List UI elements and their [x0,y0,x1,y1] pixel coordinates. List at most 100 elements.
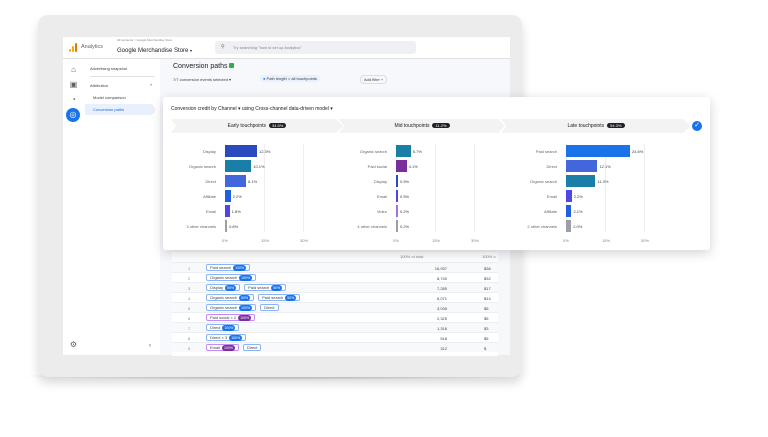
data-label: 2.2% [232,194,242,199]
bar[interactable] [225,145,257,157]
compare-icon[interactable] [229,63,235,68]
table-row[interactable]: 6 Paid social × 2 100% 2,325 $5 [172,312,498,322]
x-tick-label: 15% [261,238,270,243]
col-header-conversions[interactable]: 100% of total [400,254,424,259]
bar[interactable] [566,205,572,217]
table-row[interactable]: 2 Organic search 100% 8,740 $32 [172,272,498,282]
bar[interactable] [566,220,572,232]
bar[interactable] [396,160,407,172]
revenue-value: $ [484,346,487,351]
gridline [644,144,645,232]
row-number: 3 [188,286,191,291]
path-chip[interactable]: Direct [242,344,262,351]
advertising-icon[interactable]: ◎ [66,108,80,122]
home-icon[interactable]: ⌂ [71,65,76,74]
conversion-paths-table: 100% of total 100% o 1 Paid search 100% 16,… [172,252,498,356]
model-label: using Cross-channel data-driven model [241,106,329,112]
table-row[interactable]: 4 Organic search 50% Paid search 50% 6,071 $14 [172,292,498,302]
explore-icon[interactable]: ◔ [71,95,76,104]
data-label: 11.3% [597,179,609,184]
path-chip[interactable]: Paid social × 2 100% [206,314,256,321]
dimension-selector[interactable]: Conversion credit by Channel ▾ [171,106,241,112]
table-row[interactable]: 3 Display 50% Paid search 50% 7,285 $17 [172,282,498,292]
table-row[interactable]: 1 Paid search 100% 16,937 $36 [172,262,498,272]
add-filter-button[interactable]: Add filter + [360,75,388,84]
channel-name: Paid search [262,295,284,300]
analytics-logo-icon [69,43,78,52]
bar[interactable] [566,160,598,172]
x-tick-label: 30% [471,238,480,243]
property-selector[interactable]: Google Merchandise Store ▾ [117,47,192,55]
channel-name: Organic search [210,275,238,280]
path-chip[interactable]: Paid search 100% [206,264,251,271]
check-circle-icon[interactable]: ✓ [692,121,702,131]
bar[interactable] [225,205,230,217]
row-number: 1 [188,266,191,271]
path-chip[interactable]: Paid search 50% [244,284,287,291]
nav-conversion-paths[interactable]: Conversion paths [85,104,155,115]
channel-name: Email [210,345,221,350]
category-label: Display [373,179,387,184]
bar[interactable] [396,205,398,217]
x-tick-label: 0% [563,238,569,243]
nav-advertising-snapshot[interactable]: Advertising snapshot [90,66,128,71]
path-chip[interactable]: Display 50% [206,284,241,291]
path-chip[interactable]: Organic search 100% [206,304,257,311]
step-early-touchpoints[interactable]: Early touchpoints 34.5% [171,119,343,133]
bar[interactable] [225,160,252,172]
chevron-up-icon[interactable]: ˄ [150,82,153,87]
data-label: 8.1% [248,179,258,184]
bar[interactable] [566,145,630,157]
bar[interactable] [225,190,231,202]
events-filter[interactable]: 7/7 conversion events selected ▾ [173,77,232,82]
path-chip[interactable]: Direct 100% [206,324,240,331]
category-label: Paid search [535,149,557,154]
add-filter-label: Add filter [364,77,380,82]
table-row[interactable]: 7 Direct 100% 1,318 $3 [172,322,498,332]
path-filter-chip[interactable]: ● Path length = all touchpoints [260,75,320,82]
nav-model-comparison[interactable]: Model comparison [93,95,126,100]
model-selector[interactable]: using Cross-channel data-driven model ▾ [241,106,333,112]
settings-gear-icon[interactable]: ⚙ [69,340,78,349]
app-name: Analytics [81,44,104,50]
mid-badge: 11.2% [432,123,450,128]
path-chip[interactable]: Direct × 3 100% [206,334,247,341]
path-chip[interactable]: Paid search 50% [258,294,301,301]
table-row[interactable]: 8 Direct × 3 100% 518 $5 [172,332,498,342]
reports-icon[interactable]: ▣ [69,80,78,89]
bar[interactable] [396,190,398,202]
bar[interactable] [225,220,228,232]
bar[interactable] [396,220,398,232]
table-row[interactable]: 9 Email 100% Direct 312 $ [172,342,498,352]
path-chip[interactable]: Organic search 50% [206,294,255,301]
data-label: 0.8% [229,224,239,229]
bar[interactable] [566,175,596,187]
path-chip[interactable]: Direct [260,304,279,311]
category-label: Paid social [367,164,387,169]
step-late-touchpoints[interactable]: Late touchpoints 54.3% [501,119,691,133]
breadcrumb[interactable]: All accounts > Google Merchandise Store [117,38,173,42]
step-mid-touchpoints[interactable]: Mid touchpoints 11.2% [339,119,505,133]
category-label: Email [376,194,387,199]
row-number: 6 [188,316,191,321]
channel-name: Paid search [210,265,232,270]
col-header-revenue[interactable]: 100% o [482,254,496,259]
table-row[interactable]: 5 Organic search 100% Direct 3,035 $5 [172,302,498,312]
bar[interactable] [566,190,572,202]
path-chip[interactable]: Email 100% [206,344,239,351]
search-input[interactable]: Try searching "how to set up Analytics" [215,41,416,54]
data-label: 24.6% [631,149,644,154]
gridline [474,144,475,232]
bar[interactable] [225,175,247,187]
nav-attribution[interactable]: Attribution [90,83,109,88]
collapse-chevron-icon[interactable]: ‹ [149,343,151,349]
path-cell: Direct × 3 100% [206,334,250,341]
data-label: 5.7% [412,149,422,154]
channel-name: Display [210,285,224,290]
bar[interactable] [396,175,398,187]
conversions-value: 2,325 [436,316,447,321]
bar[interactable] [396,145,411,157]
path-chip[interactable]: Organic search 100% [206,274,257,281]
gridline [264,144,265,232]
card-title: Conversion credit by Channel ▾ using Cro… [171,106,333,112]
